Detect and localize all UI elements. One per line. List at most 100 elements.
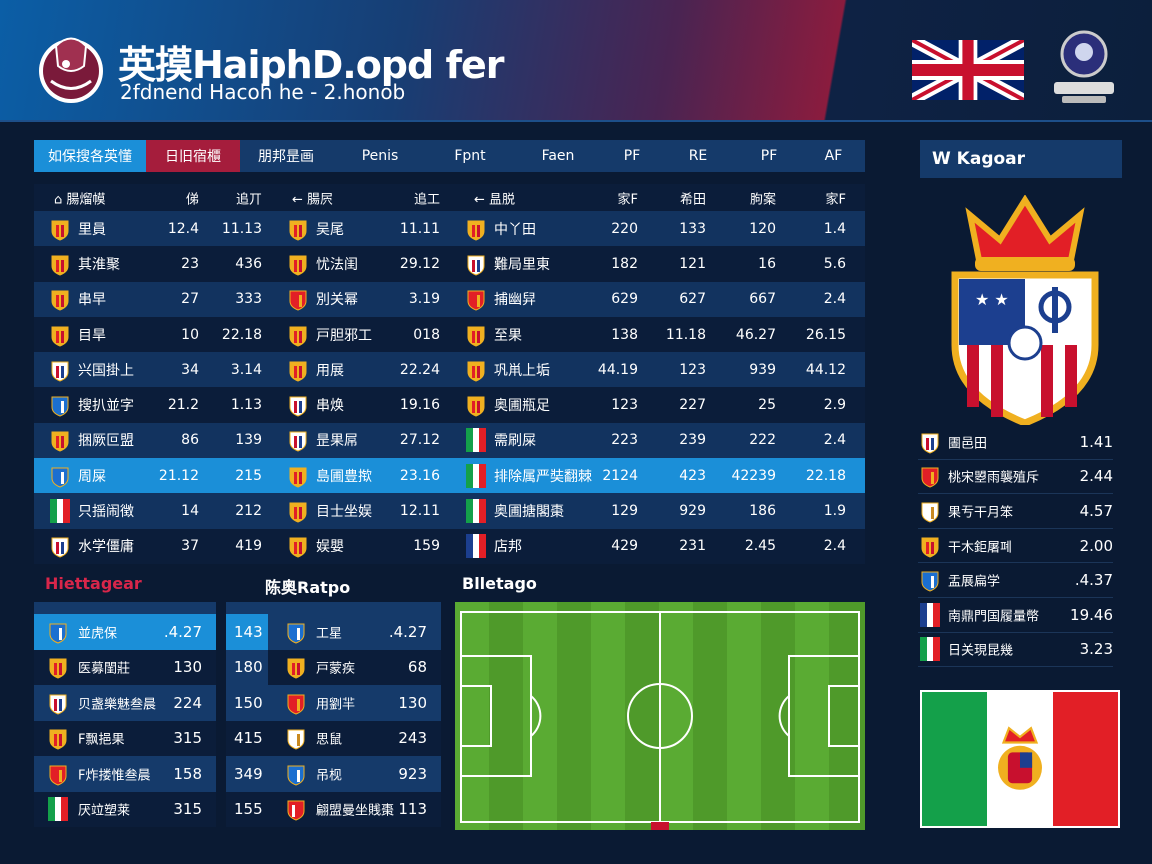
table-row[interactable]: 水学僵庸 37 419 娱嬰 159 店邦 429 231 2.45 2.4: [34, 528, 865, 564]
tab-4[interactable]: Fpnt: [454, 148, 486, 164]
stat-value: 239: [679, 432, 706, 449]
team-name: 島圃豊揿: [316, 468, 372, 485]
column-header[interactable]: 家F: [617, 192, 638, 207]
team-crest-icon: [920, 534, 940, 558]
mini-table-row[interactable]: F炸搂惟叁晨 158: [34, 756, 216, 792]
tab-9[interactable]: AF: [824, 148, 843, 164]
stat-value: 44.19: [597, 361, 638, 378]
team-crest-icon: [48, 762, 68, 786]
table-row[interactable]: 其淮聚 23 436 忧法闺 29.12 難局里東 182 121 16 5.6: [34, 246, 865, 282]
stat-value: 018: [413, 326, 440, 343]
mini-table-row[interactable]: 349 吊枧 923: [226, 756, 441, 792]
stat-value: 123: [611, 397, 638, 414]
team-name: 中丫田: [494, 221, 536, 238]
tab-5[interactable]: Faen: [541, 148, 575, 164]
team-name: 目士坐娱: [316, 504, 372, 521]
mini-table-row[interactable]: F飘挹果 315: [34, 720, 216, 756]
team-crest-icon: [288, 428, 308, 452]
tab-2[interactable]: 朋邦昰画: [258, 149, 314, 165]
stat-value: 10: [181, 326, 199, 343]
ranking-item[interactable]: 南鼎門国履量幣 19.46: [918, 598, 1113, 633]
ranking-item[interactable]: 日关現昆幾 3.23: [918, 633, 1113, 668]
ranking-item[interactable]: 果亐干月笨 4.57: [918, 494, 1113, 529]
table-row[interactable]: 兴国掛上 34 3.14 用展 22.24 巩鼡上垢 44.19 123 939 44.12: [34, 352, 865, 388]
mini-table-row[interactable]: 厌竝塑莱 315: [34, 791, 216, 827]
stat-value: 120: [749, 220, 776, 237]
stat-value: 4.57: [1079, 501, 1113, 520]
stat-value: 2.9: [823, 397, 846, 414]
column-header[interactable]: 朐案: [749, 192, 776, 207]
team-name: 奥圃瓶足: [494, 398, 550, 415]
team-crest-icon: [288, 393, 308, 417]
team-name: 難局里東: [494, 256, 550, 273]
column-header[interactable]: 俤: [185, 192, 199, 207]
tab-0[interactable]: 如保搜各英懂: [34, 140, 146, 172]
stat-value: 333: [235, 291, 262, 308]
mini-table-row[interactable]: 143 工星 .4.27: [226, 614, 441, 650]
team-crest-icon: [286, 726, 306, 750]
table-row[interactable]: 捆厥叵盟 86 139 昰果屌 27.12 需刷屎 223 239 222 2.4: [34, 422, 865, 459]
team-name: 戸蒙疾: [316, 661, 356, 677]
team-crest-icon: [50, 499, 70, 524]
standings-table: ⌂ 腸熘幙 俤 追丌 ← 腸屄 追工 ← 昷脱 家F 希田 朐案 家F 里員 12.4 11.13 吴尾 1…: [34, 184, 865, 564]
table-row[interactable]: 串早 27 333 別关幂 3.19 捕幽舁 629 627 667 2.4: [34, 281, 865, 317]
lion-globe-logo-icon: [39, 37, 103, 103]
stat-value: 223: [611, 432, 638, 449]
table-row[interactable]: 搜扒並字 21.2 1.13 串焕 19.16 奥圃瓶足 123 227 25 2.9: [34, 387, 865, 423]
team-crest-icon: [50, 252, 70, 276]
football-pitch: [455, 602, 865, 830]
tab-7[interactable]: RE: [688, 148, 708, 164]
column-header[interactable]: 追工: [413, 192, 440, 207]
stat-value: 26.15: [805, 326, 846, 343]
column-header[interactable]: ← 昷脱: [474, 192, 516, 207]
tab-1[interactable]: 日旧宿櫃: [146, 140, 240, 172]
table-row[interactable]: 周屎 21.12 215 島圃豊揿 23.16 排除属严奘翻棘 2124 423 42239 22…: [34, 458, 865, 494]
stat-value: 11.13: [221, 220, 262, 237]
column-header[interactable]: 希田: [679, 192, 706, 207]
table-row[interactable]: 里員 12.4 11.13 吴尾 11.11 中丫田 220 133 120 1.4: [34, 211, 865, 247]
mini-table-row[interactable]: 150 用劉羋 130: [226, 685, 441, 721]
mini-table-row[interactable]: 180 戸蒙疾 68: [226, 649, 441, 685]
side-ranking-list: 圕邑田 1.41 桃宋曌雨襲殖斥 2.44 果亐干月笨 4.57 干木鉅屠폐 2.00 盂展扁学…: [918, 425, 1113, 668]
team-crest-icon: [466, 393, 486, 417]
mini-table-row[interactable]: 415 思鼠 243: [226, 720, 441, 756]
stat-value: 29.12: [399, 255, 440, 272]
stat-value: 21.2: [167, 397, 199, 414]
tab-3[interactable]: Penis: [361, 148, 399, 164]
column-header[interactable]: ⌂ 腸熘幙: [54, 192, 106, 207]
ranking-item[interactable]: 桃宋曌雨襲殖斥 2.44: [918, 460, 1113, 495]
stat-value: 939: [749, 361, 776, 378]
mini-table-row[interactable]: 医募閨莊 130: [34, 649, 216, 685]
stat-value: 16: [758, 255, 776, 272]
ranking-item[interactable]: 圕邑田 1.41: [918, 425, 1113, 460]
stat-value: 11.11: [399, 220, 440, 237]
rank-number: 349: [234, 764, 263, 783]
ranking-item[interactable]: 盂展扁学 .4.37: [918, 563, 1113, 598]
mini-table-row[interactable]: 並虎保 .4.27: [34, 614, 216, 650]
stat-value: 139: [235, 432, 262, 449]
stat-value: 224: [173, 693, 202, 712]
stat-value: 243: [398, 729, 427, 748]
stat-value: 929: [679, 503, 706, 520]
column-header[interactable]: 追丌: [235, 192, 262, 207]
table-row[interactable]: 目旱 10 22.18 戸胆邪工 018 至果 138 11.18 46.27 26.15: [34, 316, 865, 353]
team-name: 需刷屎: [494, 433, 536, 450]
ranking-item[interactable]: 干木鉅屠폐 2.00: [918, 529, 1113, 564]
tab-6[interactable]: PF: [623, 148, 641, 164]
team-crest-icon: [286, 620, 306, 644]
team-crest-icon: [50, 217, 70, 241]
mini-table-row[interactable]: 贝盏樂魅叁晨 224: [34, 685, 216, 721]
royal-crest-icon: ★ ★: [951, 195, 1099, 425]
stat-value: 42239: [731, 467, 776, 484]
stat-value: 436: [235, 255, 262, 272]
team-name: 水学僵庸: [78, 539, 134, 556]
team-name: 店邦: [494, 539, 522, 556]
mini-table-row[interactable]: 155 翩盟曼坐賎棗 113: [226, 791, 441, 827]
column-header[interactable]: ← 腸屄: [292, 192, 334, 207]
team-crest-icon: [466, 358, 486, 382]
column-header[interactable]: 家F: [825, 192, 846, 207]
table-row[interactable]: 只揺闹徴 14 212 目士坐娱 12.11 奥圃搪閣棗 129 929 186 1.9: [34, 493, 865, 529]
tab-8[interactable]: PF: [760, 148, 778, 164]
team-crest-icon: [288, 499, 308, 523]
stat-value: 46.27: [735, 326, 776, 343]
